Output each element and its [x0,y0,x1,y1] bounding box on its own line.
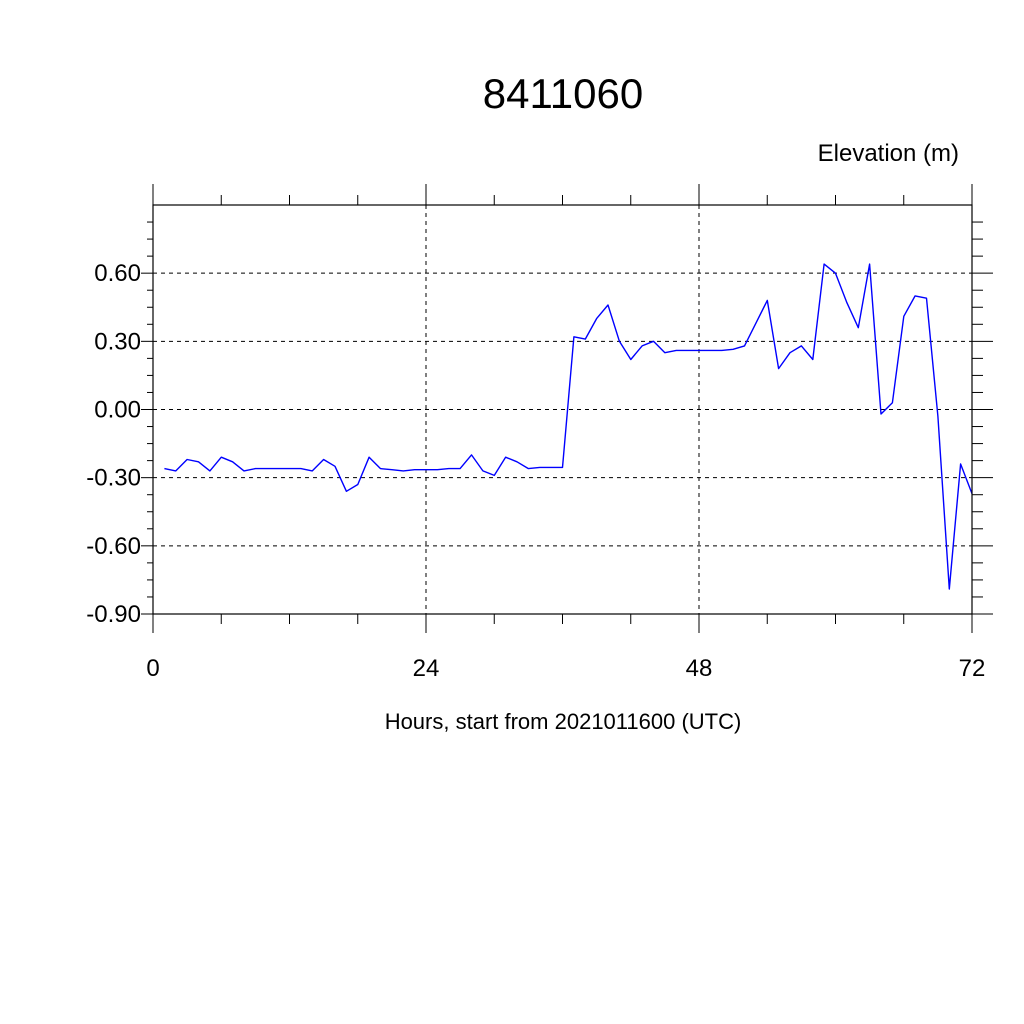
x-axis-label: Hours, start from 2021011600 (UTC) [385,709,742,734]
y-axis-label: Elevation (m) [818,140,959,167]
x-tick-label: 72 [959,655,986,682]
chart-title: 8411060 [483,70,643,117]
y-tick-label: 0.60 [94,260,141,287]
y-tick-label: 0.30 [94,328,141,355]
y-tick-label: -0.30 [86,465,141,492]
y-tick-label: 0.00 [94,397,141,424]
series [164,263,973,590]
x-tick-label: 48 [686,655,713,682]
y-tick-label: -0.60 [86,533,141,560]
y-tick-label: -0.90 [86,601,141,628]
elevation-series-line [164,263,973,590]
grid [152,205,973,615]
x-tick-label: 0 [146,655,159,682]
x-tick-label: 24 [413,655,440,682]
ticks: -0.90 -0.60 -0.30 0.00 0.30 0.60 0 24 48 72 [86,184,993,682]
